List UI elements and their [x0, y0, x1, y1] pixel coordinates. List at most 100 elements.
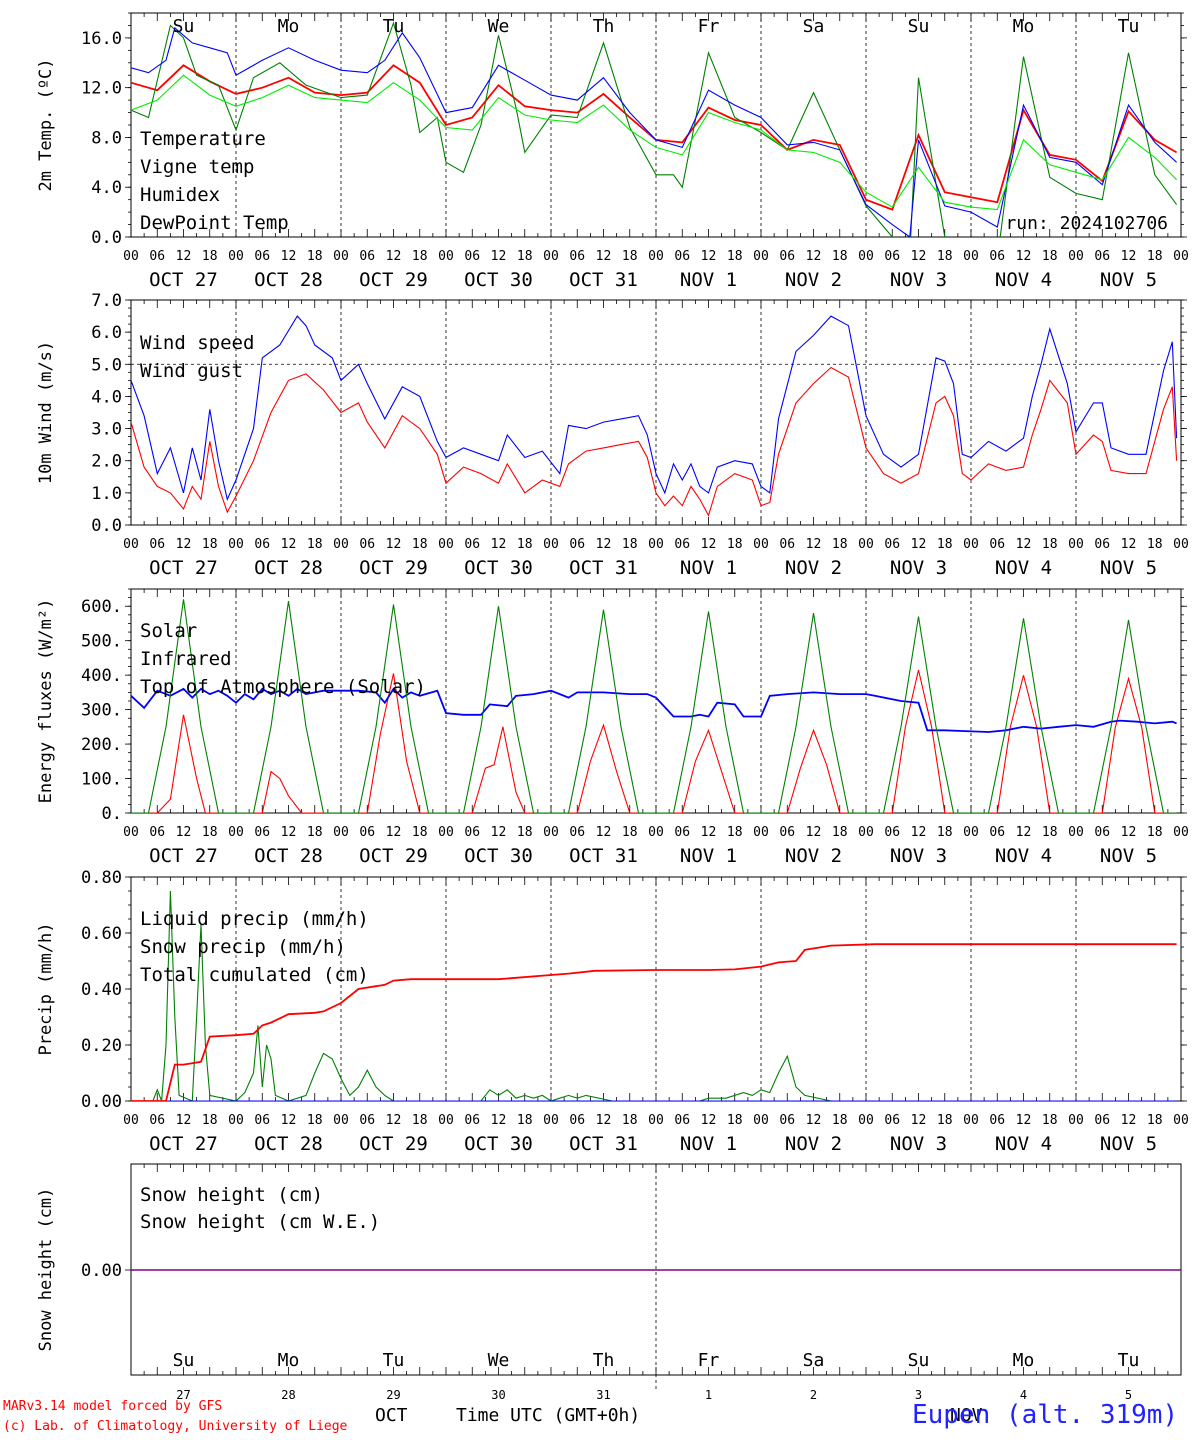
x-date-label: NOV 1	[680, 1133, 737, 1155]
y-tick-label: 4.0	[91, 387, 122, 407]
x-hour-label: 00	[333, 825, 349, 840]
x-hour-label: 00	[438, 1113, 454, 1128]
x-hour-label: 12	[1121, 537, 1137, 552]
x-hour-label: 06	[779, 1113, 795, 1128]
x-hour-label: 00	[858, 537, 874, 552]
x-hour-label: 00	[858, 1113, 874, 1128]
x-hour-label: 18	[202, 1113, 218, 1128]
day-number-label: 27	[176, 1388, 190, 1402]
x-hour-label: 00	[1068, 249, 1084, 264]
x-hour-label: 00	[753, 249, 769, 264]
x-hour-label: 06	[779, 537, 795, 552]
x-hour-label: 12	[701, 537, 717, 552]
y-tick-label: 0.	[102, 804, 122, 824]
x-hour-label: 06	[989, 1113, 1005, 1128]
x-hour-label: 06	[884, 537, 900, 552]
x-hour-label: 00	[438, 249, 454, 264]
x-date-label: OCT 29	[359, 269, 428, 291]
y-axis-label: Energy fluxes (W/m²)	[36, 599, 56, 804]
x-hour-label: 12	[806, 825, 822, 840]
x-hour-label: 00	[543, 1113, 559, 1128]
day-number-label: 28	[281, 1388, 295, 1402]
x-hour-label: 06	[779, 249, 795, 264]
x-hour-label: 18	[1042, 825, 1058, 840]
y-tick-label: 0.0	[91, 516, 122, 536]
x-date-label: OCT 28	[254, 269, 323, 291]
x-hour-label: 12	[596, 1113, 612, 1128]
x-hour-label: 06	[359, 1113, 375, 1128]
x-hour-label: 12	[911, 537, 927, 552]
legend-entry: Solar	[140, 620, 197, 642]
x-hour-label: 12	[911, 1113, 927, 1128]
y-tick-label: 200.	[81, 735, 122, 755]
x-hour-label: 00	[1173, 537, 1189, 552]
y-tick-label: 0.00	[81, 1092, 122, 1112]
x-hour-label: 00	[1068, 1113, 1084, 1128]
plot-frame	[130, 588, 1182, 814]
legend-entry: Snow height (cm)	[140, 1184, 323, 1206]
panel-1: 0.0 4.0 8.0 12.0 16.0 Temperature Vigne temp Hu…	[36, 12, 1189, 291]
series-line-wind-speed	[131, 366, 1178, 517]
x-hour-label: 12	[806, 537, 822, 552]
x-hour-label: 06	[989, 537, 1005, 552]
y-axis-label: 2m Temp. (ºC)	[36, 58, 56, 191]
y-tick-label: 0.20	[81, 1036, 122, 1056]
day-of-week-label: Mo	[1013, 16, 1035, 37]
x-hour-label: 18	[727, 537, 743, 552]
x-hour-label: 06	[464, 1113, 480, 1128]
x-hour-label: 06	[569, 825, 585, 840]
x-hour-label: 12	[281, 825, 297, 840]
x-hour-label: 00	[648, 537, 664, 552]
x-hour-label: 00	[1173, 249, 1189, 264]
x-hour-label: 18	[727, 1113, 743, 1128]
x-hour-label: 18	[517, 249, 533, 264]
x-hour-label: 18	[1042, 249, 1058, 264]
x-hour-label: 06	[464, 825, 480, 840]
panel-3: 0. 100. 200. 300. 400. 500. 600. Solar Infrared T…	[36, 588, 1189, 867]
x-hour-label: 06	[254, 537, 270, 552]
y-tick-label: 4.0	[91, 178, 122, 198]
x-hour-label: 12	[386, 1113, 402, 1128]
x-hour-label: 18	[412, 537, 428, 552]
model-credit: MARv3.14 model forced by GFS	[3, 1399, 223, 1414]
x-hour-label: 00	[648, 825, 664, 840]
x-hour-label: 18	[517, 1113, 533, 1128]
x-date-label: NOV 3	[890, 1133, 947, 1155]
x-date-label: OCT 29	[359, 1133, 428, 1155]
x-hour-label: 00	[543, 249, 559, 264]
x-hour-label: 00	[753, 825, 769, 840]
y-axis-label: 10m Wind (m/s)	[36, 341, 56, 484]
x-hour-label: 00	[963, 537, 979, 552]
plot-frame	[130, 12, 1182, 238]
x-date-label: OCT 31	[569, 845, 638, 867]
x-hour-label: 12	[1016, 249, 1032, 264]
x-date-label: NOV 2	[785, 1133, 842, 1155]
x-hour-label: 00	[1173, 825, 1189, 840]
day-number-label: 29	[386, 1388, 400, 1402]
x-hour-label: 18	[622, 1113, 638, 1128]
x-date-label: NOV 4	[995, 269, 1052, 291]
panel-2: 0.0 1.0 2.0 3.0 4.0 5.0 6.0 7.0 Wind speed Wind g…	[36, 291, 1189, 579]
x-hour-label: 18	[622, 825, 638, 840]
x-hour-label: 00	[1068, 537, 1084, 552]
x-hour-label: 18	[937, 537, 953, 552]
x-hour-label: 06	[359, 537, 375, 552]
y-tick-label: 500.	[81, 632, 122, 652]
x-hour-label: 06	[674, 825, 690, 840]
y-tick-label: 16.0	[81, 29, 122, 49]
x-hour-label: 18	[937, 825, 953, 840]
day-of-week-label: We	[488, 1350, 510, 1371]
x-hour-label: 06	[989, 825, 1005, 840]
x-hour-label: 06	[674, 1113, 690, 1128]
x-hour-label: 18	[727, 249, 743, 264]
x-hour-label: 18	[202, 537, 218, 552]
x-hour-label: 00	[963, 1113, 979, 1128]
x-hour-label: 18	[832, 249, 848, 264]
month-label-oct: OCT	[375, 1405, 408, 1426]
y-tick-label: 0.80	[81, 868, 122, 888]
day-number-label: 4	[1020, 1388, 1027, 1402]
x-hour-label: 00	[333, 1113, 349, 1128]
x-hour-label: 06	[569, 249, 585, 264]
x-hour-label: 12	[911, 249, 927, 264]
lab-credit: (c) Lab. of Climatology, University of L…	[3, 1419, 348, 1434]
